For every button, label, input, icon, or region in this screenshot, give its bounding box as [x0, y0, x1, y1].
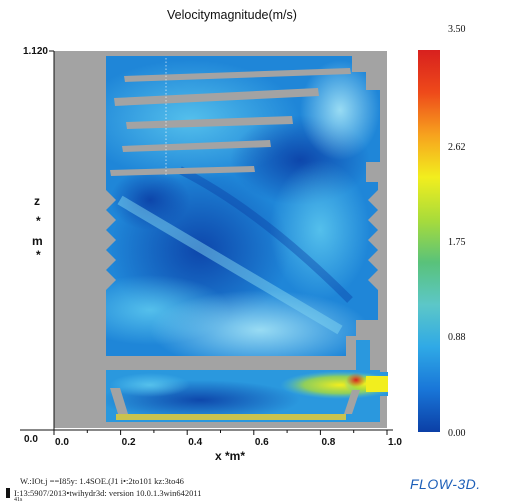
footer-line-2: I:13:5907/2013•twihydr3d: version 10.0.1… [14, 488, 202, 498]
baffle-1 [124, 68, 351, 82]
colorbar-bar [418, 50, 440, 432]
footer-mark [6, 488, 10, 498]
x-tick-label: 0.2 [122, 437, 136, 448]
flow3d-logo: FLOW-3D. [410, 476, 481, 492]
x-tick-label: 0.4 [188, 437, 202, 448]
y-axis-label-m: m [32, 234, 43, 248]
colorbar-tick-label: 1.75 [448, 237, 466, 248]
y-axis-label-z: z [34, 194, 40, 208]
x-tick-label: 1.0 [388, 437, 402, 448]
x-axis: 0.0 0.2 0.4 0.6 0.8 1.0 [20, 429, 402, 448]
separator-post [346, 336, 356, 368]
baffle-4 [122, 140, 271, 152]
x-axis-label: x *m* [215, 449, 245, 463]
footer-line-1: W.:IOt.j ==I85y: 1.4SOE.(J1 i•:2to101 kz… [20, 476, 184, 486]
separator-wall [106, 356, 356, 368]
outlet-block [370, 340, 380, 370]
y-axis: 1.120 0.0 z * m * [23, 46, 55, 445]
y-axis-label-star2: * [36, 248, 41, 262]
colorbar-tick-label: 0.88 [448, 332, 466, 343]
x-tick-label: 0.0 [55, 437, 69, 448]
x-tick-label: 0.6 [255, 437, 269, 448]
bottom-plate [116, 414, 346, 420]
colorbar: 3.50 2.62 1.75 0.88 0.00 [418, 24, 466, 439]
baffle-5 [110, 166, 255, 176]
baffles [106, 68, 380, 420]
baffle-2 [114, 88, 319, 106]
chart-title: Velocitymagnitude(m/s) [167, 8, 297, 22]
y-axis-label: z * m * [32, 194, 46, 262]
serrated-walls [106, 190, 378, 290]
fluid-region-upper [106, 56, 380, 368]
colorbar-tick-label: 0.00 [448, 428, 466, 439]
y-tick-label-bottom: 0.0 [24, 434, 38, 445]
y-axis-label-star1: * [36, 214, 41, 228]
baffle-3 [126, 116, 293, 129]
y-tick-label-top: 1.120 [23, 46, 48, 57]
colorbar-tick-label: 2.62 [448, 142, 466, 153]
footer-line-3: 41s [14, 497, 23, 503]
x-tick-label: 0.8 [321, 437, 335, 448]
colorbar-tick-label: 3.50 [448, 24, 466, 35]
right-strut [344, 390, 360, 414]
left-strut [110, 388, 128, 414]
